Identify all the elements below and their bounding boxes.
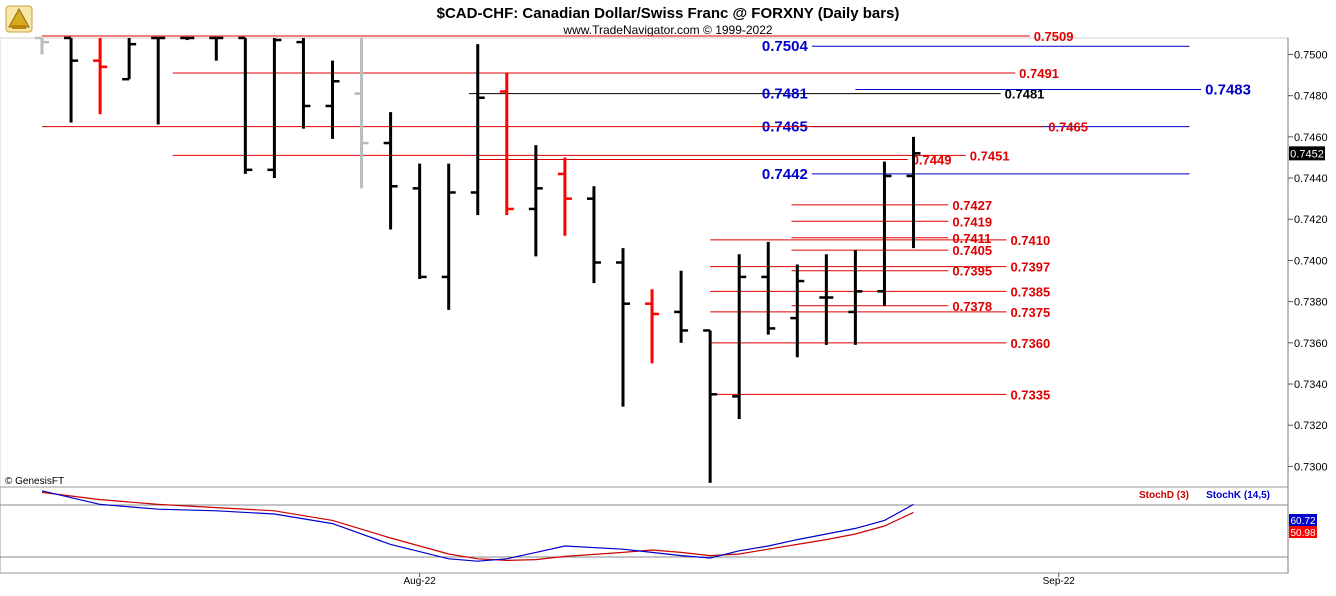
ohlc-bar: [906, 136, 921, 249]
level-label: 0.7385: [1010, 284, 1050, 299]
stochk-line: [41, 490, 914, 562]
y-tick-label: 0.7480: [1294, 91, 1328, 103]
price-bars: [35, 36, 921, 483]
ohlc-bar: [674, 270, 689, 343]
level-label: 0.7405: [952, 243, 992, 258]
y-tick-label: 0.7340: [1294, 379, 1328, 391]
x-tick-label: Sep-22: [1043, 576, 1076, 587]
ohlc-bar: [383, 112, 398, 230]
level-label: 0.7504: [762, 38, 809, 55]
genesis-watermark: © GenesisFT: [5, 476, 64, 487]
ohlc-bar: [761, 241, 776, 335]
y-tick-label: 0.7460: [1294, 132, 1328, 144]
ohlc-bar: [151, 36, 166, 125]
y-tick-label: 0.7300: [1294, 461, 1328, 473]
stoch-last-values: 60.72 50.98: [1289, 514, 1317, 539]
chart-title: $CAD-CHF: Canadian Dollar/Swiss Franc @ …: [437, 5, 900, 22]
ohlc-bar: [877, 161, 892, 306]
level-label: 0.7465: [762, 119, 808, 136]
date-axis: Aug-22 Sep-22: [404, 573, 1076, 587]
ohlc-bar: [586, 186, 601, 284]
x-tick-label: Aug-22: [404, 576, 437, 587]
ohlc-bar: [354, 38, 369, 189]
level-label: 0.7360: [1010, 336, 1050, 351]
stochd-line: [41, 491, 914, 562]
level-label: 0.7449: [912, 153, 952, 168]
level-label: 0.7410: [1010, 233, 1050, 248]
ohlc-bar: [848, 250, 863, 345]
level-label: 0.7335: [1010, 387, 1050, 402]
ohlc-bar: [790, 264, 805, 358]
ohlc-bar: [470, 44, 485, 216]
ohlc-bar: [732, 254, 747, 420]
stoch-d-last: 50.98: [1290, 528, 1315, 539]
chart-subtitle: www.TradeNavigator.com © 1999-2022: [562, 23, 772, 37]
ohlc-bar: [325, 60, 340, 139]
ohlc-bar: [412, 163, 427, 279]
level-label: 0.7378: [952, 299, 992, 314]
level-label: 0.7481: [1005, 87, 1045, 102]
level-label: 0.7419: [952, 214, 992, 229]
legend-stochd: StochD (3): [1139, 490, 1189, 501]
ohlc-bar: [528, 145, 543, 257]
ohlc-bar: [441, 163, 456, 310]
ohlc-bar: [645, 289, 660, 364]
level-label: 0.7375: [1010, 305, 1050, 320]
ohlc-bar: [209, 36, 224, 61]
y-tick-label: 0.7380: [1294, 297, 1328, 309]
level-label: 0.7395: [952, 264, 992, 279]
ohlc-bar: [703, 329, 718, 483]
ohlc-bar: [64, 36, 79, 123]
ohlc-bar: [238, 36, 253, 174]
level-lines: 0.7509 0.7504 0.7491 0.7481 0.7481 0.7483 0.74…: [42, 29, 1251, 402]
level-label: 0.7481: [762, 86, 808, 103]
level-label: 0.7427: [952, 198, 992, 213]
stoch-k-last: 60.72: [1290, 516, 1315, 527]
last-price-badge: 0.7452: [1289, 146, 1325, 161]
ohlc-bar: [267, 38, 282, 179]
level-label: 0.7411: [952, 231, 991, 246]
level-label: 0.7442: [762, 166, 808, 183]
level-label: 0.7465: [1048, 120, 1088, 135]
stochastic-lines: [41, 490, 914, 562]
last-price-label: 0.7452: [1290, 148, 1324, 160]
trade-navigator-logo: [5, 5, 33, 33]
level-label: 0.7451: [970, 148, 1010, 163]
y-tick-label: 0.7320: [1294, 420, 1328, 432]
legend-stochk: StochK (14,5): [1206, 490, 1270, 501]
y-tick-label: 0.7420: [1294, 214, 1328, 226]
level-label: 0.7397: [1010, 260, 1050, 275]
price-panel: [0, 37, 1289, 488]
y-tick-label: 0.7500: [1294, 49, 1328, 61]
y-tick-label: 0.7400: [1294, 255, 1328, 267]
y-tick-label: 0.7360: [1294, 338, 1328, 350]
y-tick-label: 0.7440: [1294, 173, 1328, 185]
level-label: 0.7491: [1019, 66, 1059, 81]
stoch-panel: [0, 486, 1289, 574]
ohlc-bar: [122, 38, 137, 81]
ohlc-bar: [35, 36, 49, 55]
ohlc-bar: [616, 248, 630, 407]
ohlc-bar: [499, 73, 514, 216]
ohlc-bar: [557, 157, 572, 236]
ohlc-bar: [296, 38, 311, 129]
level-label: 0.7483: [1205, 81, 1251, 98]
price-axis: 0.7300 0.7320 0.7340 0.7360 0.7380 0.7400 0.74…: [1288, 49, 1328, 473]
ohlc-bar: [180, 36, 195, 41]
ohlc-bar: [819, 254, 834, 345]
ohlc-bar: [93, 38, 108, 115]
level-label: 0.7509: [1034, 29, 1074, 44]
